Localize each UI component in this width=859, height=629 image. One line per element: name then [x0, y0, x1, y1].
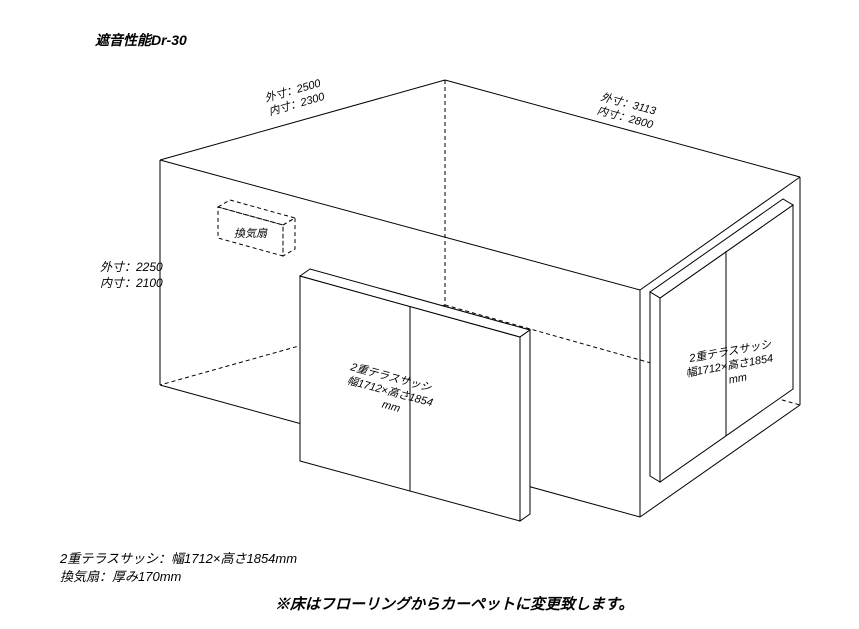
note-sash: 2重テラスサッシ：幅1712×高さ1854mm — [60, 551, 297, 566]
vent-label: 換気扇 — [234, 227, 268, 240]
note-vent: 換気扇：厚み170mm — [60, 569, 181, 584]
dimension-width: 外寸：3113 内寸：2800 — [596, 90, 661, 132]
room-diagram: 換気扇 2重テラスサッシ 幅1712×高さ1854 mm 2重テラスサッシ 幅1… — [0, 0, 859, 629]
footer-note: ※床はフローリングからカーペットに変更致します。 — [275, 593, 634, 614]
spec-notes: 2重テラスサッシ：幅1712×高さ1854mm 換気扇：厚み170mm — [60, 550, 297, 586]
dimension-depth: 外寸：2500 内寸：2300 — [263, 76, 329, 119]
